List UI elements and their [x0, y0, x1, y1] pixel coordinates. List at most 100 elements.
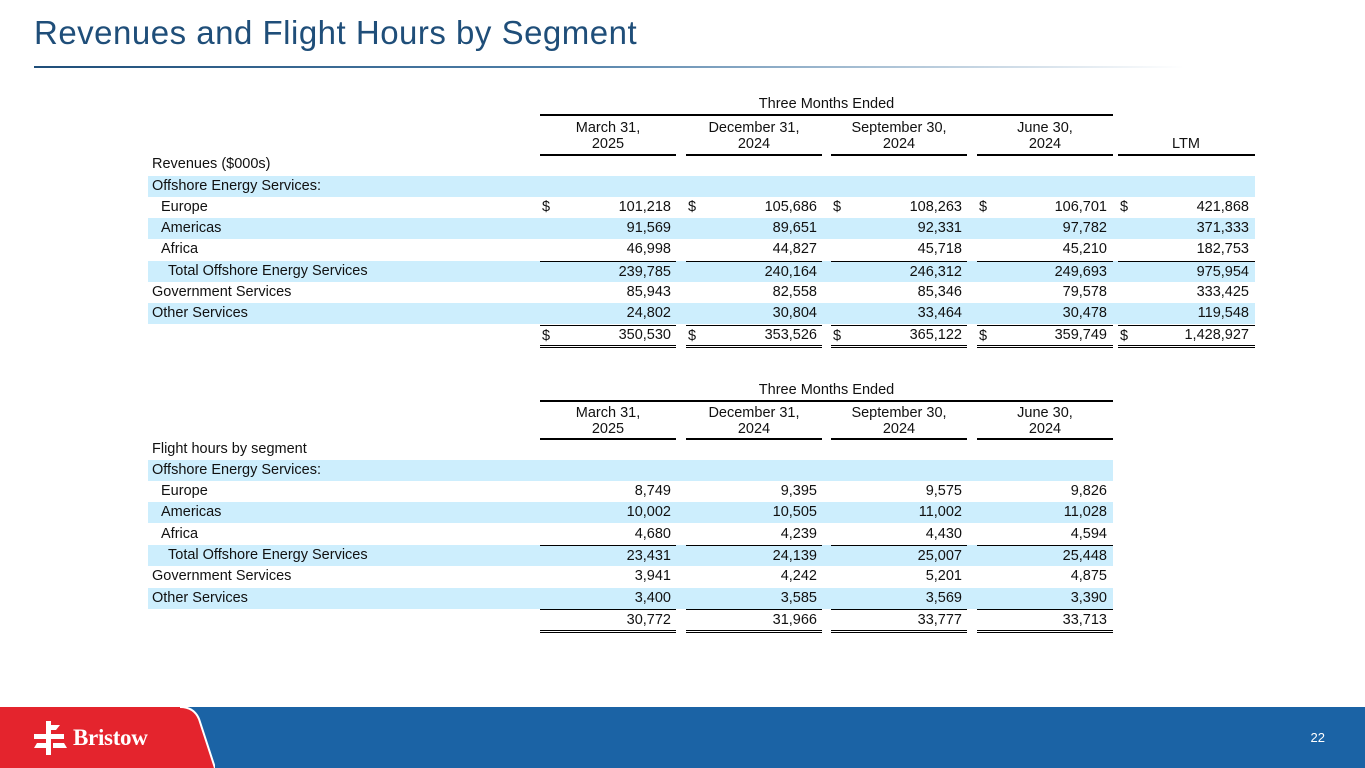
row-label: Total Offshore Energy Services — [168, 547, 368, 563]
total-double-rule — [540, 630, 676, 633]
flight-hours-col-rule-2 — [686, 438, 822, 440]
table-row: Other Services 3,400 3,585 3,569 3,390 — [148, 588, 1113, 609]
flight-hours-section-title: Flight hours by segment — [152, 441, 307, 457]
flight-hours-col-header-jun-2024: June 30, 2024 — [1017, 405, 1073, 437]
value-cell: 4,239 — [780, 526, 817, 542]
value-cell: 8,749 — [634, 483, 671, 499]
revenues-col-header-dec-2024: December 31, 2024 — [708, 120, 800, 152]
row-label: Total Offshore Energy Services — [168, 263, 368, 279]
total-double-rule — [686, 630, 822, 633]
row-label: Government Services — [152, 568, 292, 584]
table-row: Government Services 85,943 82,558 85,346… — [148, 282, 1255, 303]
value-cell: 4,242 — [780, 568, 817, 584]
row-label: Offshore Energy Services: — [152, 178, 321, 194]
revenues-col-rule-5 — [1118, 154, 1255, 156]
row-label: Offshore Energy Services: — [152, 462, 321, 478]
revenues-col-rule-3 — [831, 154, 967, 156]
row-label: Europe — [161, 199, 208, 215]
table-row-total: 30,772 31,966 33,777 33,713 — [148, 609, 1113, 630]
value-cell: 333,425 — [1196, 284, 1249, 300]
revenues-col-header-sep-2024: September 30, 2024 — [851, 120, 947, 152]
table-row: Offshore Energy Services: — [148, 460, 1113, 481]
table-row: Total Offshore Energy Services 239,785 2… — [148, 261, 1255, 282]
value-cell: 101,218 — [618, 199, 671, 215]
flight-hours-group-header: Three Months Ended — [758, 382, 895, 398]
currency-symbol: $ — [1118, 325, 1255, 346]
total-double-rule — [977, 630, 1113, 633]
total-double-rule — [1118, 345, 1255, 348]
value-cell: 5,201 — [925, 568, 962, 584]
row-label: Other Services — [152, 305, 248, 321]
table-row: Africa 46,998 44,827 45,718 45,210 182,7… — [148, 239, 1255, 260]
value-cell: 33,713 — [977, 609, 1113, 630]
value-cell: 46,998 — [626, 241, 671, 257]
row-label: Americas — [161, 504, 222, 520]
value-cell: 975,954 — [1118, 261, 1255, 282]
currency-symbol: $ — [542, 199, 551, 215]
value-cell: 3,400 — [634, 590, 671, 606]
value-cell: 79,578 — [1062, 284, 1107, 300]
value-cell: 246,312 — [831, 261, 967, 282]
value-cell: 45,210 — [1062, 241, 1107, 257]
row-label: Africa — [161, 241, 199, 257]
value-cell: 10,505 — [772, 504, 817, 520]
value-cell: 3,569 — [925, 590, 962, 606]
value-cell: 89,651 — [772, 220, 817, 236]
revenues-col-rule-4 — [977, 154, 1113, 156]
value-cell: 1,428,927 — [1184, 327, 1249, 343]
value-cell: 359,749 — [1054, 327, 1107, 343]
bristow-emblem-icon — [34, 721, 67, 755]
currency-symbol: $ — [979, 199, 988, 215]
table-row: Total Offshore Energy Services 23,431 24… — [148, 545, 1113, 566]
value-cell: 45,718 — [917, 241, 962, 257]
table-row: Europe $ 101,218 $ 105,686 $ 108,263 $ 1… — [148, 197, 1255, 218]
total-double-rule — [686, 345, 822, 348]
value-cell: 239,785 — [540, 261, 676, 282]
value-cell: 4,875 — [1070, 568, 1107, 584]
table-row: Other Services 24,802 30,804 33,464 30,4… — [148, 303, 1255, 324]
currency-symbol: $ — [540, 325, 676, 346]
total-double-rule — [831, 630, 967, 633]
footer-red-accent — [0, 707, 215, 768]
revenues-col-rule-1 — [540, 154, 676, 156]
value-cell: 4,430 — [925, 526, 962, 542]
value-cell: 3,585 — [780, 590, 817, 606]
value-cell: 4,594 — [1070, 526, 1107, 542]
value-cell: 9,395 — [780, 483, 817, 499]
currency-symbol: $ — [688, 199, 697, 215]
total-double-rule — [831, 345, 967, 348]
revenues-col-header-ltm: LTM — [1172, 136, 1200, 152]
revenues-col-header-jun-2024: June 30, 2024 — [1017, 120, 1073, 152]
value-cell: 421,868 — [1196, 199, 1249, 215]
value-cell: 33,464 — [917, 305, 962, 321]
bristow-logo: Bristow — [34, 721, 148, 755]
page-title: Revenues and Flight Hours by Segment — [34, 14, 638, 51]
value-cell: 11,002 — [918, 504, 962, 520]
revenues-section-title: Revenues ($000s) — [152, 156, 271, 172]
value-cell: 44,827 — [772, 241, 817, 257]
value-cell: 240,164 — [686, 261, 822, 282]
flight-hours-col-header-sep-2024: September 30, 2024 — [851, 405, 947, 437]
currency-symbol: $ — [686, 325, 822, 346]
revenues-group-header-rule — [540, 114, 1113, 116]
value-cell: 25,448 — [977, 545, 1113, 566]
value-cell: 182,753 — [1196, 241, 1249, 257]
value-cell: 10,002 — [626, 504, 671, 520]
value-cell: 30,772 — [540, 609, 676, 630]
value-cell: 3,390 — [1070, 590, 1107, 606]
flight-hours-col-rule-4 — [977, 438, 1113, 440]
value-cell: 33,777 — [831, 609, 967, 630]
value-cell: 31,966 — [686, 609, 822, 630]
table-row-total: $ 350,530 $ 353,526 $ 365,122 $ 359,749 … — [148, 325, 1255, 346]
value-cell: 350,530 — [618, 327, 671, 343]
table-row: Americas 91,569 89,651 92,331 97,782 371… — [148, 218, 1255, 239]
total-double-rule — [540, 345, 676, 348]
value-cell: 11,028 — [1063, 504, 1107, 520]
currency-symbol: $ — [977, 325, 1113, 346]
table-row: Europe 8,749 9,395 9,575 9,826 — [148, 481, 1113, 502]
value-cell: 9,826 — [1070, 483, 1107, 499]
value-cell: 30,478 — [1062, 305, 1107, 321]
flight-hours-col-header-dec-2024: December 31, 2024 — [708, 405, 800, 437]
value-cell: 353,526 — [764, 327, 817, 343]
row-label: Other Services — [152, 590, 248, 606]
